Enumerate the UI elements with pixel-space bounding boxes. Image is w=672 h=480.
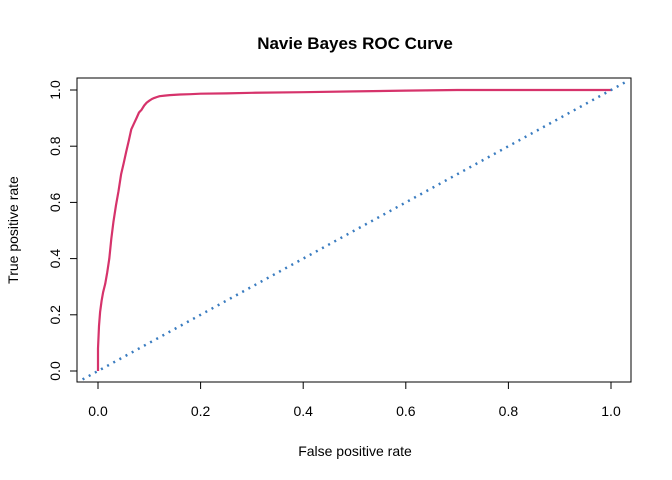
series-layer (81, 80, 628, 381)
y-tick-label: 0.4 (47, 249, 63, 269)
y-axis: 0.0 0.2 0.4 0.6 0.8 1.0 (47, 80, 78, 381)
y-tick-label: 1.0 (47, 80, 63, 100)
roc-curve-line (96, 88, 611, 371)
y-tick-label: 0.8 (47, 136, 63, 156)
y-tick-label: 0.6 (47, 192, 63, 212)
y-axis-label: True positive rate (5, 176, 21, 284)
x-tick-label: 0.4 (293, 403, 313, 419)
x-tick-label: 0.2 (191, 403, 211, 419)
y-tick-label: 0.2 (47, 305, 63, 325)
x-tick-label: 1.0 (601, 403, 621, 419)
chart-title: Navie Bayes ROC Curve (257, 34, 453, 53)
y-tick-label: 0.0 (47, 361, 63, 381)
x-tick-label: 0.0 (88, 403, 108, 419)
x-tick-label: 0.8 (499, 403, 519, 419)
x-axis-label: False positive rate (298, 443, 412, 459)
x-tick-label: 0.6 (396, 403, 416, 419)
diagonal-reference-line (81, 80, 628, 381)
x-axis: 0.0 0.2 0.4 0.6 0.8 1.0 (88, 381, 621, 419)
